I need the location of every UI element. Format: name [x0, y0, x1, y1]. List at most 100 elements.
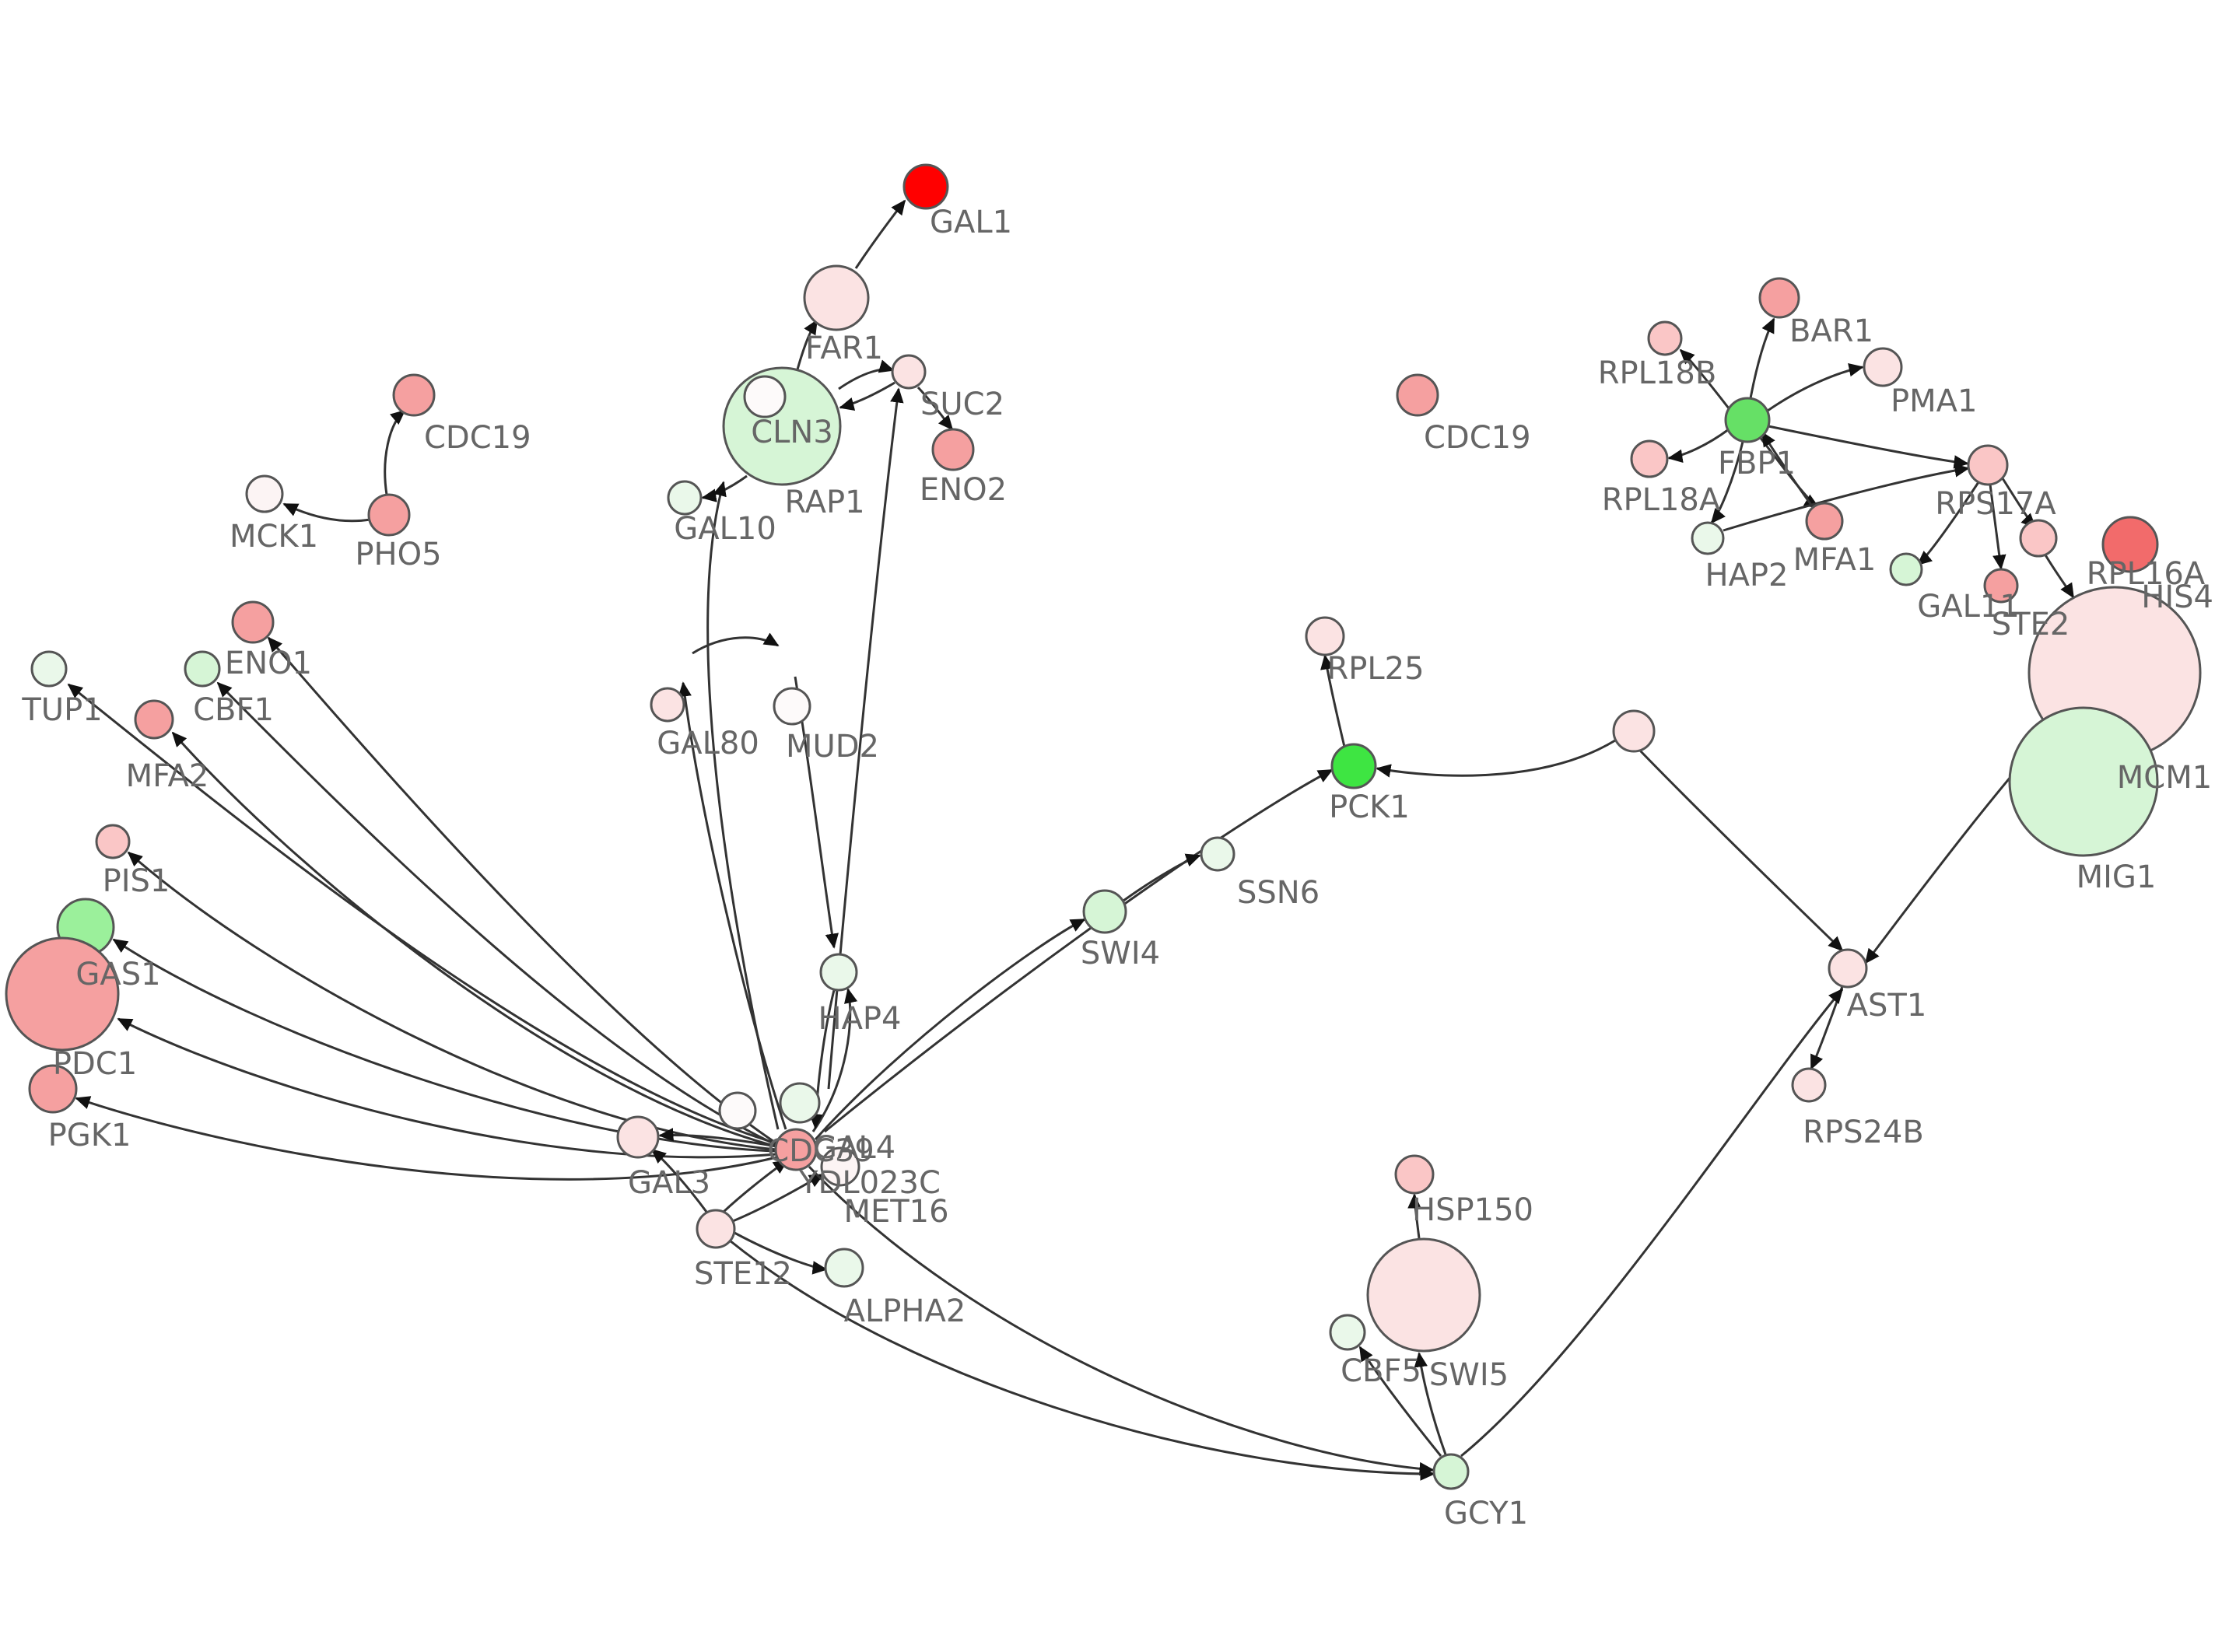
graph-node-far1[interactable] — [803, 264, 870, 331]
node-circle[interactable] — [95, 824, 131, 859]
node-circle[interactable] — [1612, 709, 1656, 753]
node-circle[interactable] — [231, 600, 275, 644]
node-circle[interactable] — [1396, 373, 1439, 417]
graph-node-hap2[interactable] — [1691, 521, 1725, 555]
node-circle[interactable] — [1432, 1453, 1470, 1490]
graph-node-mud2[interactable] — [773, 687, 811, 726]
node-circle[interactable] — [1330, 743, 1377, 789]
node-circle[interactable] — [1366, 1237, 1481, 1353]
node-circle[interactable] — [5, 936, 120, 1052]
node-circle[interactable] — [1305, 616, 1345, 656]
node-circle[interactable] — [743, 375, 787, 418]
node-circle[interactable] — [1889, 552, 1923, 586]
node-circle[interactable] — [902, 163, 949, 210]
graph-node-bar1[interactable] — [1758, 277, 1800, 319]
graph-node-unlabeled[interactable] — [743, 375, 787, 418]
graph-node-gal3[interactable] — [616, 1115, 660, 1159]
node-circle[interactable] — [245, 474, 284, 513]
node-circle[interactable] — [616, 1115, 660, 1159]
node-circle[interactable] — [1967, 444, 2009, 486]
node-circle[interactable] — [367, 493, 411, 537]
graph-node-cbf5[interactable] — [1329, 1314, 1366, 1351]
graph-node-rpl18a[interactable] — [1630, 439, 1669, 478]
graph-node-gcy1[interactable] — [1432, 1453, 1470, 1490]
node-circle[interactable] — [1200, 836, 1235, 872]
node-circle[interactable] — [773, 687, 811, 726]
graph-node-ste2[interactable] — [1983, 568, 2019, 604]
graph-node-swi5[interactable] — [1366, 1237, 1481, 1353]
node-circle[interactable] — [667, 480, 703, 516]
graph-node-mck1[interactable] — [245, 474, 284, 513]
node-circle[interactable] — [134, 699, 174, 740]
graph-node-gal11[interactable] — [1889, 552, 1923, 586]
node-circle[interactable] — [1082, 889, 1127, 934]
node-circle[interactable] — [28, 1064, 78, 1114]
graph-node-pma1[interactable] — [1863, 347, 1903, 387]
node-circle[interactable] — [2101, 516, 2159, 573]
node-circle[interactable] — [1394, 1154, 1435, 1195]
graph-node-mfa2[interactable] — [134, 699, 174, 740]
graph-node-gal80[interactable] — [650, 687, 685, 723]
graph-node-mfa1[interactable] — [1805, 502, 1844, 541]
graph-node-rps17a[interactable] — [1967, 444, 2009, 486]
node-circle[interactable] — [184, 650, 221, 688]
graph-node-tup1[interactable] — [30, 650, 68, 688]
graph-node-met16[interactable] — [779, 1082, 821, 1124]
node-circle[interactable] — [1791, 1067, 1827, 1103]
graph-node-rpl18b[interactable] — [1647, 320, 1683, 356]
graph-node-cdc19[interactable] — [1396, 373, 1439, 417]
node-circle[interactable] — [1647, 320, 1683, 356]
graph-node-hsp150[interactable] — [1394, 1154, 1435, 1195]
node-circle[interactable] — [2019, 519, 2058, 558]
node-circle[interactable] — [1983, 568, 2019, 604]
node-circle[interactable] — [392, 373, 436, 417]
graph-node-his4[interactable] — [2101, 516, 2159, 573]
graph-node-fbp1[interactable] — [1724, 397, 1771, 443]
graph-node-alpha2[interactable] — [824, 1248, 864, 1288]
node-circle[interactable] — [30, 650, 68, 688]
graph-node-ssn6[interactable] — [1200, 836, 1235, 872]
graph-node-ast1[interactable] — [1828, 948, 1868, 989]
graph-node-eno2[interactable] — [931, 428, 975, 471]
graph-node-pdc1[interactable] — [5, 936, 120, 1052]
graph-node-gal4[interactable] — [774, 1128, 818, 1171]
node-circle[interactable] — [779, 1082, 821, 1124]
node-circle[interactable] — [824, 1248, 864, 1288]
graph-node-gal1[interactable] — [902, 163, 949, 210]
graph-node-rps24b[interactable] — [1791, 1067, 1827, 1103]
node-circle[interactable] — [1805, 502, 1844, 541]
graph-node-gal10[interactable] — [667, 480, 703, 516]
graph-node-suc2[interactable] — [891, 354, 927, 390]
node-circle[interactable] — [718, 1091, 757, 1130]
node-circle[interactable] — [931, 428, 975, 471]
node-circle[interactable] — [1724, 397, 1771, 443]
graph-node-ste12[interactable] — [696, 1209, 736, 1249]
node-circle[interactable] — [820, 1146, 860, 1187]
graph-node-cdc39[interactable] — [718, 1091, 757, 1130]
graph-node-cdc19[interactable] — [392, 373, 436, 417]
graph-node-eno1[interactable] — [231, 600, 275, 644]
node-circle[interactable] — [774, 1128, 818, 1171]
graph-node-unlabeled[interactable] — [1612, 709, 1656, 753]
node-circle[interactable] — [803, 264, 870, 331]
node-circle[interactable] — [1630, 439, 1669, 478]
node-circle[interactable] — [650, 687, 685, 723]
node-circle[interactable] — [819, 953, 858, 992]
node-circle[interactable] — [1828, 948, 1868, 989]
graph-node-pis1[interactable] — [95, 824, 131, 859]
graph-node-ydl023c[interactable] — [820, 1146, 860, 1187]
graph-node-rpl25[interactable] — [1305, 616, 1345, 656]
node-circle[interactable] — [696, 1209, 736, 1249]
graph-node-pck1[interactable] — [1330, 743, 1377, 789]
node-circle[interactable] — [2008, 706, 2159, 857]
graph-node-mig1[interactable] — [2008, 706, 2159, 857]
node-circle[interactable] — [891, 354, 927, 390]
node-circle[interactable] — [1863, 347, 1903, 387]
graph-node-swi4[interactable] — [1082, 889, 1127, 934]
graph-node-rpl16a[interactable] — [2019, 519, 2058, 558]
graph-node-pho5[interactable] — [367, 493, 411, 537]
graph-node-hap4[interactable] — [819, 953, 858, 992]
node-circle[interactable] — [1758, 277, 1800, 319]
graph-node-cbf1[interactable] — [184, 650, 221, 688]
node-circle[interactable] — [1329, 1314, 1366, 1351]
